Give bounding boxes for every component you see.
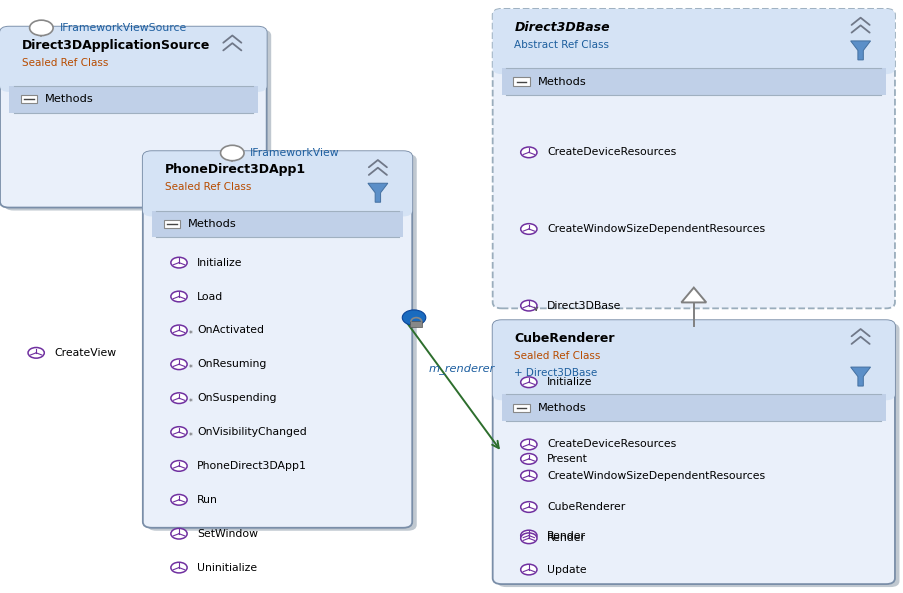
Circle shape bbox=[520, 224, 536, 234]
Bar bbox=[410, 321, 422, 327]
Text: Sealed Ref Class: Sealed Ref Class bbox=[514, 351, 600, 361]
Text: OnResuming: OnResuming bbox=[197, 359, 266, 369]
Circle shape bbox=[520, 147, 536, 158]
Text: + Direct3DBase: + Direct3DBase bbox=[514, 368, 597, 378]
FancyBboxPatch shape bbox=[492, 9, 894, 308]
Text: CreateWindowSizeDependentResources: CreateWindowSizeDependentResources bbox=[546, 471, 764, 481]
Circle shape bbox=[520, 470, 536, 481]
Text: CreateWindowSizeDependentResources: CreateWindowSizeDependentResources bbox=[546, 224, 764, 234]
Text: *: * bbox=[188, 330, 192, 339]
Text: Methods: Methods bbox=[188, 219, 237, 229]
FancyBboxPatch shape bbox=[497, 323, 898, 587]
Bar bbox=[152, 211, 403, 237]
Circle shape bbox=[171, 461, 187, 471]
FancyBboxPatch shape bbox=[0, 27, 266, 208]
Bar bbox=[9, 86, 257, 113]
Circle shape bbox=[171, 393, 187, 403]
Circle shape bbox=[171, 257, 187, 268]
Bar bbox=[501, 68, 885, 95]
Text: OnSuspending: OnSuspending bbox=[197, 393, 276, 403]
Text: Initialize: Initialize bbox=[197, 257, 242, 267]
Text: Load: Load bbox=[197, 292, 223, 301]
Text: PhoneDirect3DApp1: PhoneDirect3DApp1 bbox=[164, 163, 305, 176]
FancyBboxPatch shape bbox=[143, 151, 412, 528]
Text: *: * bbox=[188, 432, 192, 441]
Polygon shape bbox=[681, 288, 705, 302]
Circle shape bbox=[520, 533, 536, 544]
Text: *: * bbox=[188, 398, 192, 407]
Circle shape bbox=[402, 310, 425, 326]
Text: *: * bbox=[188, 364, 192, 373]
Circle shape bbox=[171, 359, 187, 369]
Text: CubeRenderer: CubeRenderer bbox=[514, 332, 614, 345]
Circle shape bbox=[171, 325, 187, 336]
Text: OnVisibilityChanged: OnVisibilityChanged bbox=[197, 427, 306, 437]
Bar bbox=[152, 157, 403, 211]
Text: CreateDeviceResources: CreateDeviceResources bbox=[546, 147, 675, 157]
Text: m_renderer: m_renderer bbox=[428, 364, 494, 374]
Text: Direct3DBase: Direct3DBase bbox=[546, 301, 620, 311]
FancyBboxPatch shape bbox=[147, 154, 416, 531]
FancyBboxPatch shape bbox=[0, 27, 266, 92]
Text: Direct3DApplicationSource: Direct3DApplicationSource bbox=[22, 39, 209, 52]
Text: Sealed Ref Class: Sealed Ref Class bbox=[22, 58, 108, 68]
Text: CubeRenderer: CubeRenderer bbox=[546, 502, 625, 512]
Text: Present: Present bbox=[546, 454, 587, 464]
Circle shape bbox=[171, 427, 187, 438]
Bar bbox=[501, 394, 885, 421]
Bar bbox=[21, 95, 37, 104]
Bar bbox=[9, 33, 257, 86]
Text: Render: Render bbox=[546, 533, 585, 543]
Text: CreateDeviceResources: CreateDeviceResources bbox=[546, 439, 675, 449]
Text: IFrameworkViewSource: IFrameworkViewSource bbox=[60, 23, 187, 33]
Bar bbox=[513, 78, 529, 86]
Circle shape bbox=[171, 562, 187, 573]
Circle shape bbox=[520, 300, 536, 311]
Text: Abstract Ref Class: Abstract Ref Class bbox=[514, 40, 609, 50]
Text: Render: Render bbox=[546, 531, 585, 541]
Polygon shape bbox=[368, 183, 387, 202]
FancyBboxPatch shape bbox=[492, 9, 894, 74]
Circle shape bbox=[520, 530, 536, 541]
Circle shape bbox=[520, 439, 536, 450]
Text: CreateView: CreateView bbox=[54, 348, 116, 358]
FancyBboxPatch shape bbox=[492, 320, 894, 400]
Circle shape bbox=[520, 377, 536, 388]
Text: Methods: Methods bbox=[537, 76, 586, 87]
Bar bbox=[501, 15, 885, 68]
Circle shape bbox=[171, 495, 187, 505]
Text: OnActivated: OnActivated bbox=[197, 326, 264, 336]
Text: Direct3DBase: Direct3DBase bbox=[514, 21, 610, 34]
Text: IFrameworkView: IFrameworkView bbox=[250, 148, 340, 158]
Circle shape bbox=[30, 20, 53, 36]
Circle shape bbox=[520, 564, 536, 575]
Bar bbox=[163, 220, 180, 228]
Circle shape bbox=[28, 347, 44, 358]
Circle shape bbox=[220, 145, 244, 161]
FancyBboxPatch shape bbox=[143, 151, 412, 216]
FancyBboxPatch shape bbox=[492, 320, 894, 584]
Circle shape bbox=[171, 291, 187, 302]
Text: Methods: Methods bbox=[537, 403, 586, 413]
Text: Uninitialize: Uninitialize bbox=[197, 563, 257, 573]
Text: SetWindow: SetWindow bbox=[197, 529, 257, 538]
Bar bbox=[501, 326, 885, 394]
Circle shape bbox=[171, 528, 187, 539]
Text: PhoneDirect3DApp1: PhoneDirect3DApp1 bbox=[197, 461, 307, 471]
Text: Initialize: Initialize bbox=[546, 377, 591, 387]
Text: Sealed Ref Class: Sealed Ref Class bbox=[164, 182, 251, 192]
Text: Methods: Methods bbox=[45, 94, 94, 104]
Polygon shape bbox=[850, 367, 870, 386]
FancyBboxPatch shape bbox=[5, 30, 271, 211]
Bar bbox=[513, 403, 529, 412]
Text: Run: Run bbox=[197, 495, 218, 505]
Polygon shape bbox=[850, 41, 870, 60]
Circle shape bbox=[520, 454, 536, 464]
Text: Update: Update bbox=[546, 565, 586, 575]
Circle shape bbox=[520, 502, 536, 512]
